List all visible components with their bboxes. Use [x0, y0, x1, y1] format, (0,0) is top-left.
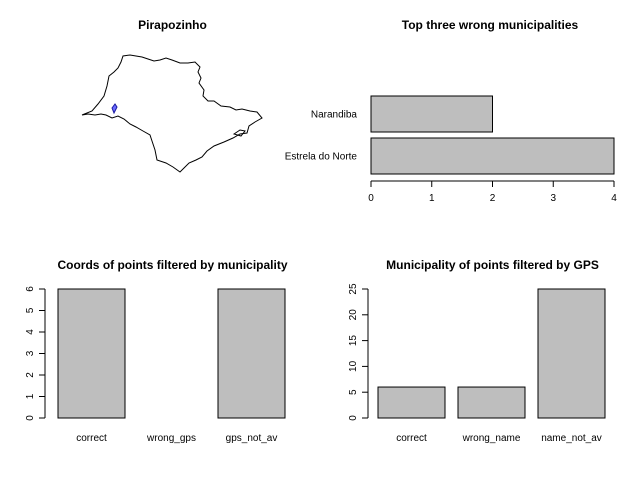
x-tick-label: 1 — [429, 193, 435, 204]
bar — [217, 288, 286, 419]
category-label: Estrela do Norte — [285, 152, 358, 163]
y-tick-label: 0 — [348, 415, 359, 421]
y-tick-label: 6 — [25, 286, 36, 292]
state-outline — [81, 54, 263, 173]
bar — [457, 386, 526, 419]
y-tick-label: 10 — [348, 360, 359, 372]
map-panel: Pirapozinho — [0, 0, 320, 240]
y-tick-label: 5 — [348, 389, 359, 395]
map-title: Pirapozinho — [138, 18, 207, 32]
bar-chart: correct wrong_name name_not_av 0 5 10 15 20 25 — [348, 283, 606, 444]
gps-filtered-panel: Municipality of points filtered by GPS c… — [320, 240, 640, 480]
category-label: wrong_gps — [146, 433, 196, 444]
coords-filtered-panel: Coords of points filtered by municipalit… — [0, 240, 320, 480]
coastal-island — [232, 129, 246, 137]
bar — [370, 137, 615, 175]
category-label: name_not_av — [541, 433, 602, 444]
x-tick-label: 2 — [490, 193, 496, 204]
x-tick-label: 4 — [611, 193, 617, 204]
municipality-highlight — [111, 103, 118, 115]
x-tick-label: 0 — [368, 193, 374, 204]
y-tick-label: 15 — [348, 335, 359, 347]
y-tick-label: 3 — [25, 350, 36, 356]
bar — [57, 288, 126, 419]
category-label: wrong_name — [462, 433, 521, 444]
sao-paulo-state-map — [81, 54, 263, 173]
wrong-municipalities-panel: Top three wrong municipalities Estrela d… — [285, 0, 640, 240]
y-tick-label: 2 — [25, 372, 36, 378]
chart-title: Municipality of points filtered by GPS — [386, 258, 599, 272]
category-label: correct — [396, 433, 427, 444]
bar — [370, 95, 493, 133]
y-tick-label: 0 — [25, 415, 36, 421]
y-tick-label: 20 — [348, 309, 359, 321]
bar — [377, 386, 446, 419]
y-tick-label: 1 — [25, 393, 36, 399]
x-tick-label: 3 — [550, 193, 556, 204]
category-label: gps_not_av — [226, 433, 278, 444]
category-label: Narandiba — [311, 110, 358, 121]
horizontal-bar-chart: Estrela do Norte Narandiba 0 1 2 3 4 — [285, 95, 617, 204]
bar — [537, 288, 606, 419]
y-tick-label: 5 — [25, 307, 36, 313]
bar-chart: correct wrong_gps gps_not_av 0 1 2 3 4 5 6 — [25, 286, 286, 444]
y-tick-label: 25 — [348, 283, 359, 295]
category-label: correct — [76, 433, 107, 444]
chart-title: Coords of points filtered by municipalit… — [57, 258, 288, 272]
y-tick-label: 4 — [25, 329, 36, 335]
chart-title: Top three wrong municipalities — [401, 18, 579, 32]
